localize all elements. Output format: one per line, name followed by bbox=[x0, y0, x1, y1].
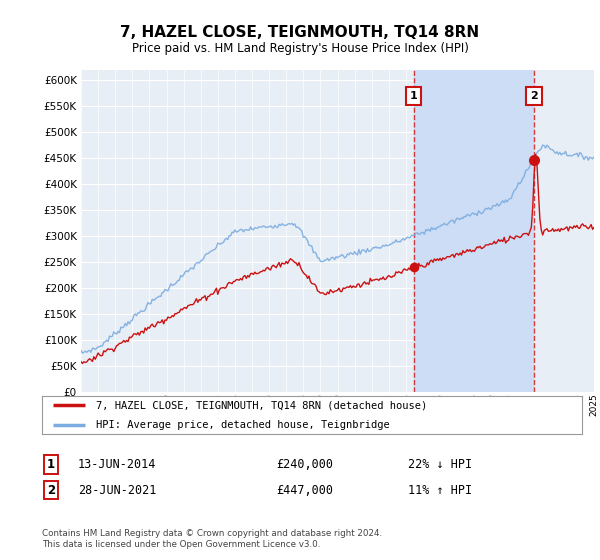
Bar bbox=[534, 70, 594, 392]
Text: 2: 2 bbox=[47, 483, 55, 497]
Text: Contains HM Land Registry data © Crown copyright and database right 2024.
This d: Contains HM Land Registry data © Crown c… bbox=[42, 529, 382, 549]
Text: 28-JUN-2021: 28-JUN-2021 bbox=[78, 483, 157, 497]
Text: 22% ↓ HPI: 22% ↓ HPI bbox=[408, 458, 472, 472]
Text: 1: 1 bbox=[47, 458, 55, 472]
Text: 7, HAZEL CLOSE, TEIGNMOUTH, TQ14 8RN (detached house): 7, HAZEL CLOSE, TEIGNMOUTH, TQ14 8RN (de… bbox=[96, 400, 427, 410]
Text: 7, HAZEL CLOSE, TEIGNMOUTH, TQ14 8RN: 7, HAZEL CLOSE, TEIGNMOUTH, TQ14 8RN bbox=[121, 25, 479, 40]
Text: £240,000: £240,000 bbox=[276, 458, 333, 472]
Text: £447,000: £447,000 bbox=[276, 483, 333, 497]
Text: 1: 1 bbox=[410, 91, 418, 101]
Text: 2: 2 bbox=[530, 91, 538, 101]
Text: HPI: Average price, detached house, Teignbridge: HPI: Average price, detached house, Teig… bbox=[96, 420, 390, 430]
Text: Price paid vs. HM Land Registry's House Price Index (HPI): Price paid vs. HM Land Registry's House … bbox=[131, 42, 469, 55]
Bar bbox=[413, 70, 534, 392]
Bar bbox=[534, 70, 594, 392]
Text: 13-JUN-2014: 13-JUN-2014 bbox=[78, 458, 157, 472]
Text: 11% ↑ HPI: 11% ↑ HPI bbox=[408, 483, 472, 497]
